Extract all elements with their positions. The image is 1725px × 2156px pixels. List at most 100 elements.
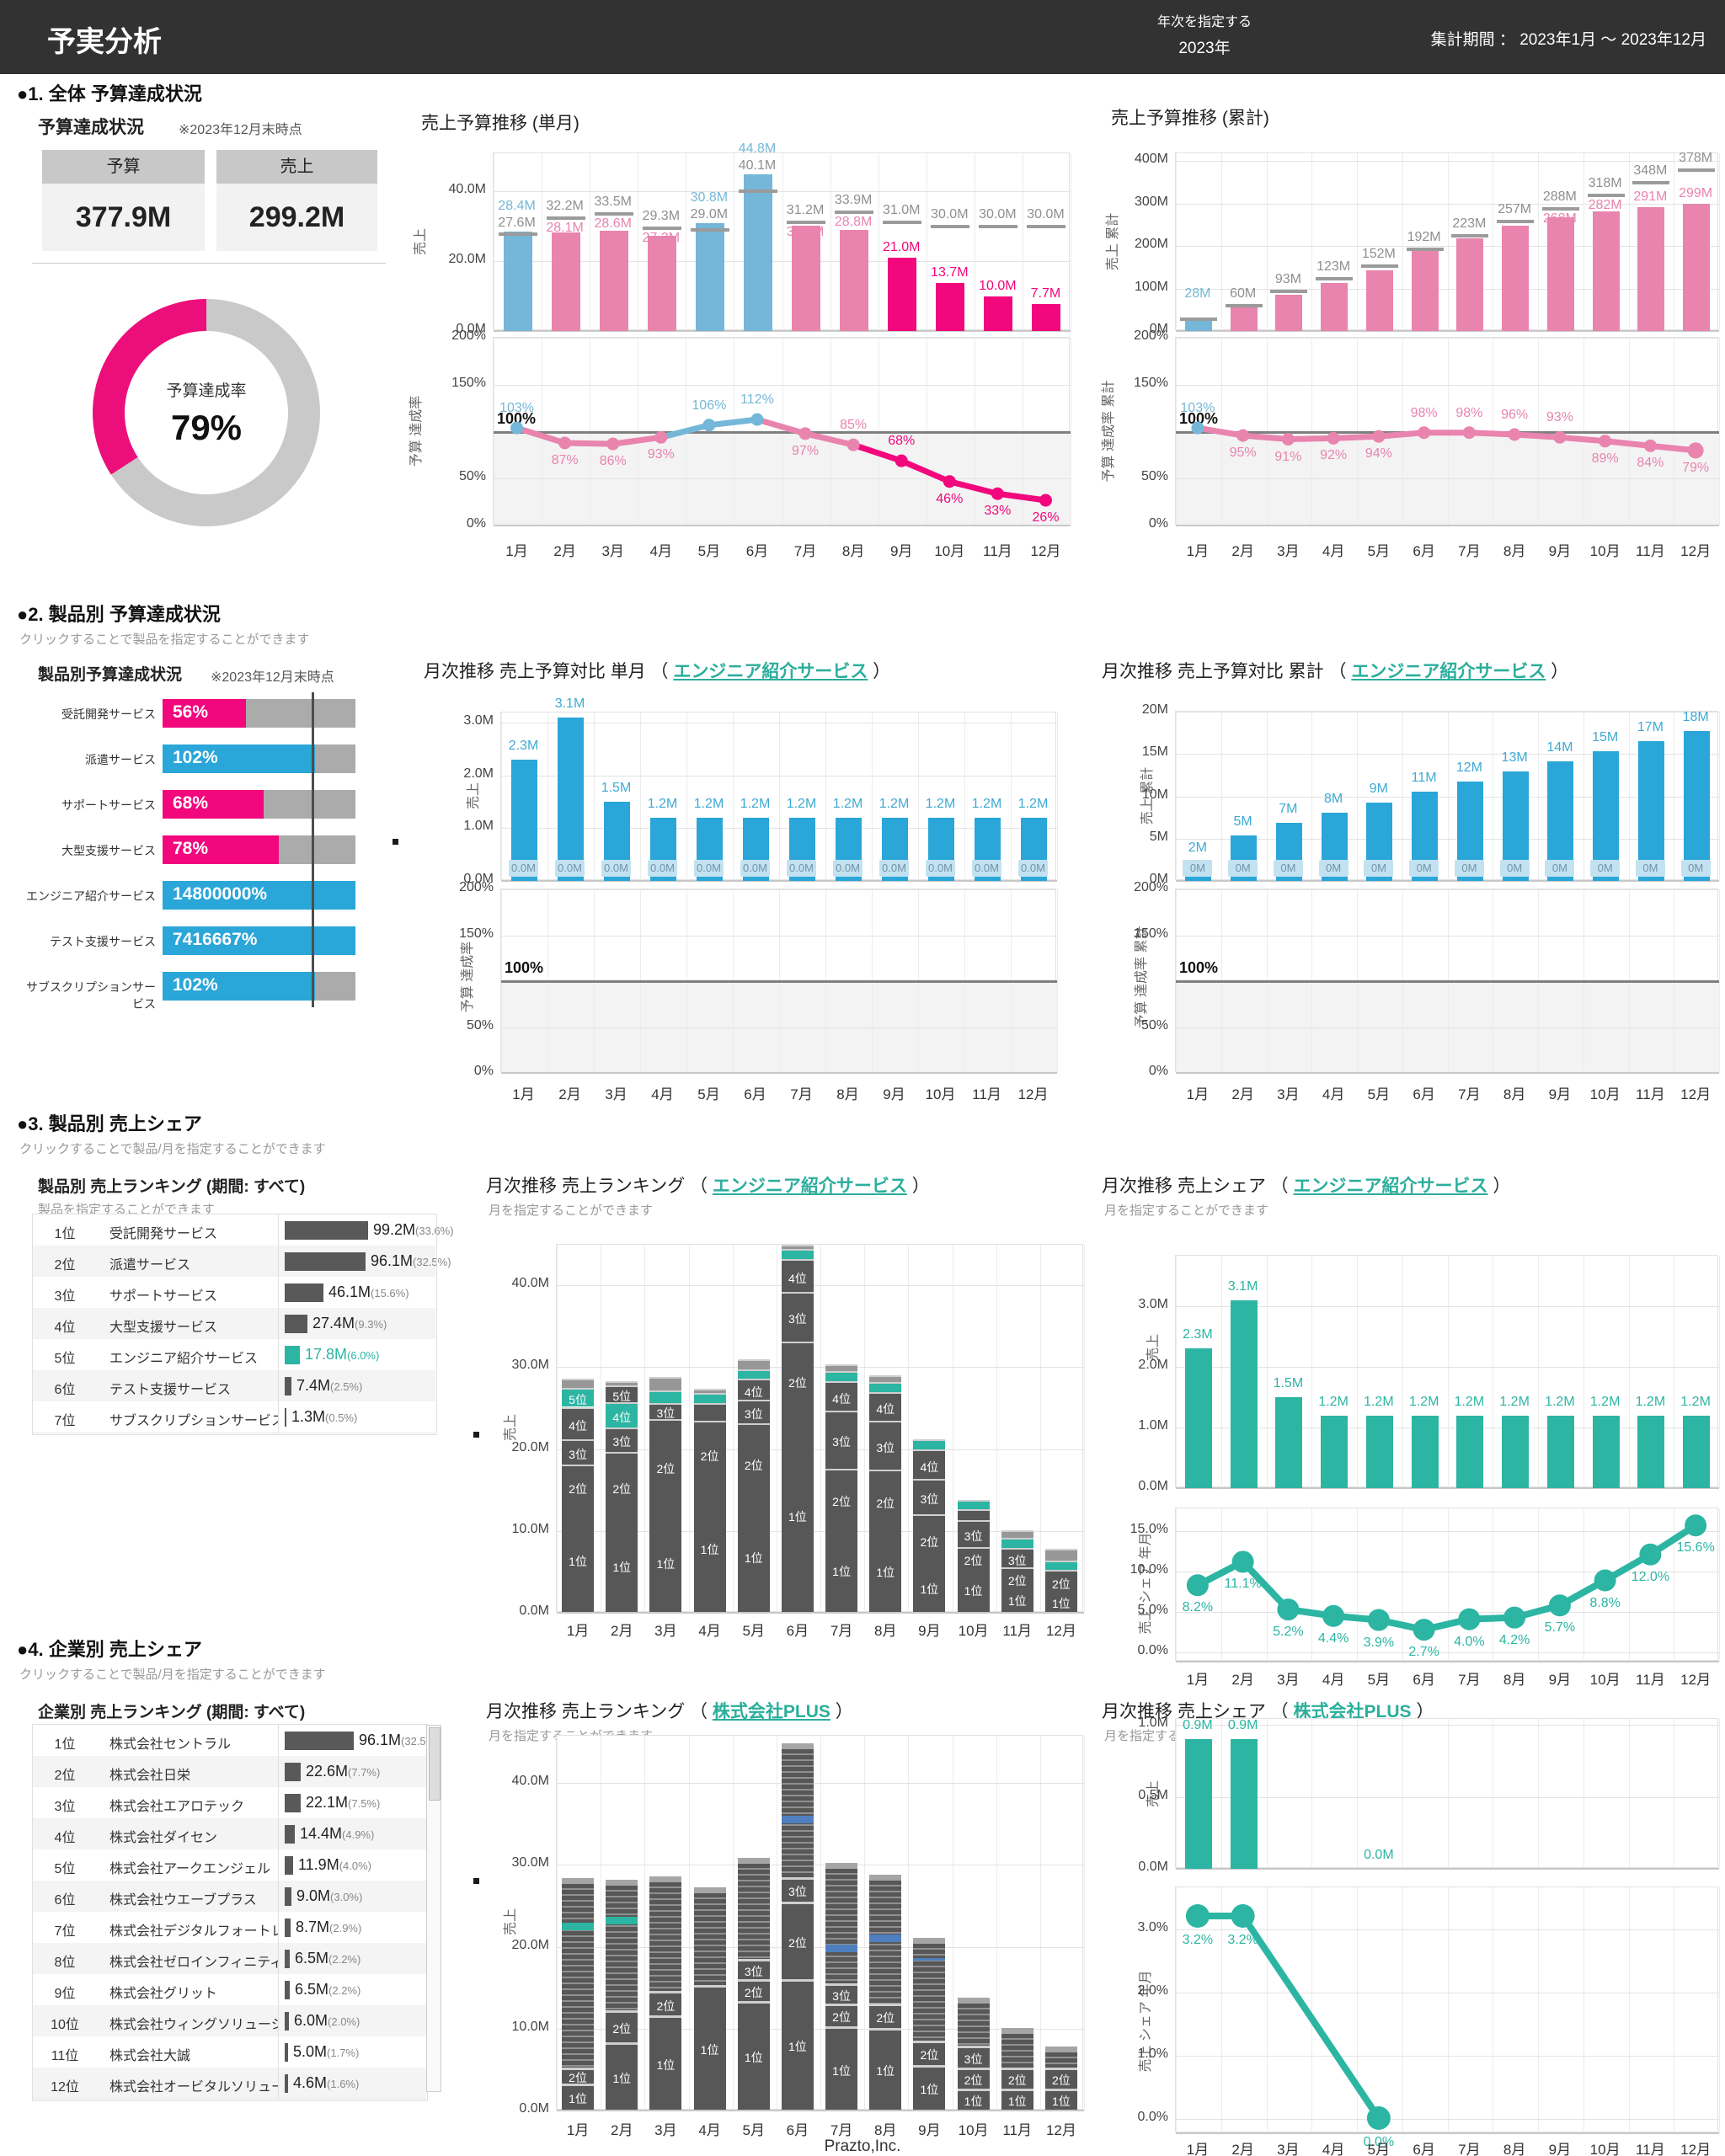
stacked-segment[interactable] [1044,1560,1077,1571]
share-sales-bar[interactable] [1411,1415,1439,1488]
highlight-segment[interactable] [869,1935,902,1943]
sec3-stacked-month-label[interactable]: 2月 [611,1623,633,1639]
stacked-month-bar[interactable]: 1位 2位 [649,1876,682,2110]
company-rank-row[interactable]: 12位 株式会社オービタルソリューションズ 4.6M(1.6%) [32,2068,426,2100]
stacked-segment[interactable]: 4位 [606,1401,638,1428]
company-rank-row[interactable]: 9位 株式会社グリット 6.5M(2.2%) [32,1974,426,2006]
stacked-segment[interactable] [869,1375,902,1383]
stacked-segment[interactable]: 3位 [562,1439,595,1465]
stacked-segment[interactable]: 2位 [1044,1570,1077,1594]
stacked-segment[interactable]: 1位 [957,2088,990,2110]
stacked-month-bar[interactable]: 1位 2位 [1044,2047,1077,2110]
company-rank-row[interactable]: 5位 株式会社アークエンジェル 11.9M(4.0%) [32,1849,426,1881]
company-rank-row[interactable]: 8位 株式会社ゼロインフィニティ 6.5M(2.2%) [32,1943,426,1975]
company-rank-row[interactable]: 4位 株式会社ダイセン 14.4M(4.9%) [32,1818,426,1850]
stacked-segment[interactable]: 1位 [1044,2088,1077,2110]
stacked-segment[interactable] [1044,1549,1077,1561]
stacked-segment[interactable]: 2位 [737,1422,770,1503]
sec3-share-month-label[interactable]: 6月 [1413,1672,1435,1688]
sec4-share-month-label[interactable]: 2月 [1231,2142,1254,2156]
stacked-month-bar[interactable]: 1位 2位 3位 [957,1998,990,2110]
sec4-stacked-month-label[interactable]: 6月 [786,2122,809,2138]
share-sales-bar[interactable] [1321,1415,1348,1488]
stacked-segment[interactable] [693,1402,726,1422]
highlight-segment[interactable] [781,1815,814,1824]
stacked-segment[interactable] [869,1382,902,1392]
stacked-segment[interactable]: 1位 [1001,1588,1033,1612]
stacked-segment[interactable]: 2位 [781,1901,814,1979]
sec4-stacked-month-label[interactable]: 11月 [1002,2122,1033,2138]
share-sales-bar[interactable] [1365,1415,1393,1488]
company-rank-row[interactable]: 7位 株式会社デジタルフォートレス 8.7M(2.9%) [32,1912,426,1944]
sec3-stacked-month-label[interactable]: 4月 [698,1623,721,1639]
sec4-stacked-month-label[interactable]: 3月 [654,2122,677,2138]
sec3-stacked-month-label[interactable]: 10月 [958,1623,989,1639]
sec4-share-month-label[interactable]: 11月 [1636,2142,1665,2156]
stacked-segment[interactable]: 2位 [562,2067,595,2084]
sec4-mid-company-link[interactable]: 株式会社PLUS [712,1702,830,1721]
stacked-segment[interactable]: 1位 [781,1419,814,1612]
stacked-segment[interactable]: 1位 [737,1502,770,1612]
stacked-segment[interactable]: 1位 [649,1513,682,1612]
sec3-share-month-label[interactable]: 2月 [1231,1672,1254,1688]
share-sales-bar[interactable] [1230,1299,1258,1488]
share-sales-bar[interactable] [1637,1415,1665,1488]
product-achievement-bar[interactable]: 7416667% [163,926,355,955]
stacked-segment[interactable]: 1位 [957,1568,990,1612]
stacked-segment[interactable]: 1位 [1044,1593,1077,1612]
stacked-segment[interactable]: 2位 [606,1452,638,1522]
stacked-segment[interactable]: 2位 [649,1991,682,2016]
sec4-share-month-label[interactable]: 5月 [1367,2142,1391,2156]
sec4-share-company-link[interactable]: 株式会社PLUS [1293,1702,1412,1721]
stacked-segment[interactable]: 1位 [869,1531,902,1612]
stacked-segment[interactable] [825,1364,858,1371]
stacked-segment[interactable]: 4位 [825,1381,858,1412]
stacked-segment[interactable] [649,1377,682,1390]
stacked-segment[interactable]: 4位 [913,1449,946,1480]
sec3-stacked-month-label[interactable]: 3月 [654,1623,677,1639]
stacked-segment[interactable]: 3位 [1001,1548,1033,1568]
sec3-stacked-month-label[interactable]: 5月 [742,1623,765,1639]
stacked-segment[interactable]: 2位 [869,2003,902,2028]
product-achievement-bar[interactable]: 56% [163,699,355,728]
stacked-segment[interactable]: 1位 [781,1978,814,2110]
stacked-segment[interactable]: 2位 [781,1341,814,1420]
stacked-segment[interactable]: 2位 [1001,2067,1033,2089]
stacked-segment[interactable]: 3位 [649,1402,682,1420]
sec4-stacked-month-label[interactable]: 5月 [742,2122,765,2138]
product-achievement-bar[interactable]: 68% [163,790,355,819]
sec3-stacked-month-label[interactable]: 9月 [918,1623,941,1639]
stacked-segment[interactable]: 1位 [693,1486,726,1612]
product-achievement-bar[interactable]: 102% [163,744,355,773]
highlight-segment[interactable] [913,1958,946,1961]
sec3-share-month-label[interactable]: 10月 [1589,1672,1621,1688]
stacked-segment[interactable]: 3位 [869,1421,902,1470]
sec3-mid-product-link[interactable]: エンジニア紹介サービス [712,1177,907,1196]
share-sales-bar[interactable] [1184,1348,1212,1488]
sec3-share-month-label[interactable]: 4月 [1322,1672,1345,1688]
company-rank-row[interactable]: 2位 株式会社日栄 22.6M(7.7%) [32,1756,426,1788]
stacked-segment[interactable]: 1位 [606,2042,638,2110]
stacked-month-bar[interactable]: 1位 2位 3位 [825,1863,858,2110]
company-rank-row[interactable]: 1位 株式会社セントラル 96.1M(32.5%) [32,1725,440,1757]
highlight-segment[interactable] [825,1945,858,1952]
sec3-share-month-label[interactable]: 5月 [1367,1672,1391,1688]
sec3-share-month-label[interactable]: 12月 [1680,1672,1712,1688]
stacked-segment[interactable]: 2位 [649,1419,682,1514]
company-list-scrollbar-track[interactable] [426,1725,441,2092]
sec4-stacked-month-label[interactable]: 10月 [958,2122,989,2138]
stacked-segment[interactable]: 2位 [1044,2067,1077,2089]
sec3-share-month-label[interactable]: 1月 [1186,1672,1210,1688]
product-rank-row[interactable]: 5位 エンジニア紹介サービス 17.8M(6.0%) [32,1339,435,1371]
sec3-share-product-link[interactable]: エンジニア紹介サービス [1293,1177,1488,1196]
share-sales-bar[interactable] [1456,1415,1484,1488]
stacked-month-bar[interactable]: 1位 2位 [869,1874,902,2110]
stacked-segment[interactable] [1001,1529,1033,1539]
sec2-mid-product-link[interactable]: エンジニア紹介サービス [673,662,868,681]
sec4-stacked-month-label[interactable]: 7月 [830,2122,853,2138]
sec4-stacked-month-label[interactable]: 4月 [698,2122,721,2138]
sec3-share-month-label[interactable]: 3月 [1277,1672,1300,1688]
stacked-segment[interactable] [1001,1538,1033,1549]
sec4-share-month-label[interactable]: 3月 [1277,2142,1300,2156]
stacked-segment[interactable]: 1位 [562,2083,595,2110]
